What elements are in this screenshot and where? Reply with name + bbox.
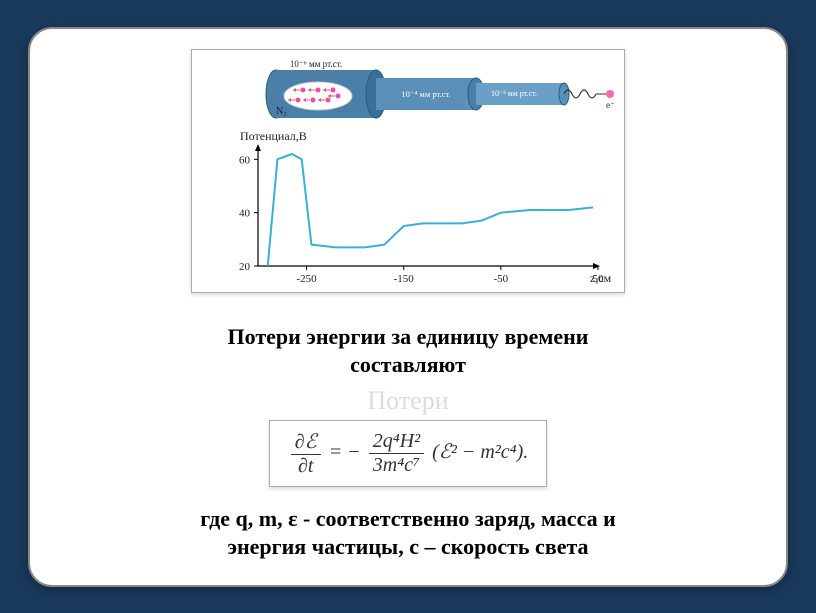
svg-text:z,см: z,см <box>590 271 612 285</box>
svg-text:10⁻³ мм рт.ст.: 10⁻³ мм рт.ст. <box>491 89 537 98</box>
svg-text:-50: -50 <box>494 273 509 285</box>
svg-text:40: 40 <box>239 207 251 219</box>
svg-text:Потенциал,В: Потенциал,В <box>240 129 307 143</box>
svg-text:10⁻⁶ мм рт.ст.: 10⁻⁶ мм рт.ст. <box>290 59 342 69</box>
svg-text:60: 60 <box>239 154 251 166</box>
apparatus-chart-svg: 10⁻⁶ мм рт.ст. N₂ 10⁻⁴ мм рт.ст. 10⁻³ мм рт… <box>198 56 618 286</box>
ghost-text: Потери <box>367 386 448 416</box>
heading-line2: составляют <box>350 352 466 377</box>
svg-text:10⁻⁴ мм рт.ст.: 10⁻⁴ мм рт.ст. <box>401 89 450 99</box>
svg-text:20: 20 <box>239 261 251 273</box>
heading: Потери энергии за единицу времени состав… <box>228 323 589 380</box>
svg-text:e⁻: e⁻ <box>606 100 615 110</box>
content-card: 10⁻⁶ мм рт.ст. N₂ 10⁻⁴ мм рт.ст. 10⁻³ мм рт… <box>28 27 788 587</box>
heading-line1: Потери энергии за единицу времени <box>228 324 589 349</box>
svg-text:-250: -250 <box>296 273 317 285</box>
caption-line1: где q, m, ε - соответственно заряд, масс… <box>200 506 616 531</box>
formula-container: ∂ℰ ∂t = − 2q⁴H² 3m⁴c⁷ (ℰ² − m²c⁴). <box>269 420 548 487</box>
svg-text:N₂: N₂ <box>276 106 287 117</box>
caption: где q, m, ε - соответственно заряд, масс… <box>200 505 616 562</box>
svg-text:-150: -150 <box>394 273 415 285</box>
caption-line2: энергия частицы, c – скорость света <box>227 534 588 559</box>
formula: ∂ℰ ∂t = − 2q⁴H² 3m⁴c⁷ (ℰ² − m²c⁴). <box>288 429 529 478</box>
figure-container: 10⁻⁶ мм рт.ст. N₂ 10⁻⁴ мм рт.ст. 10⁻³ мм рт… <box>191 49 625 293</box>
